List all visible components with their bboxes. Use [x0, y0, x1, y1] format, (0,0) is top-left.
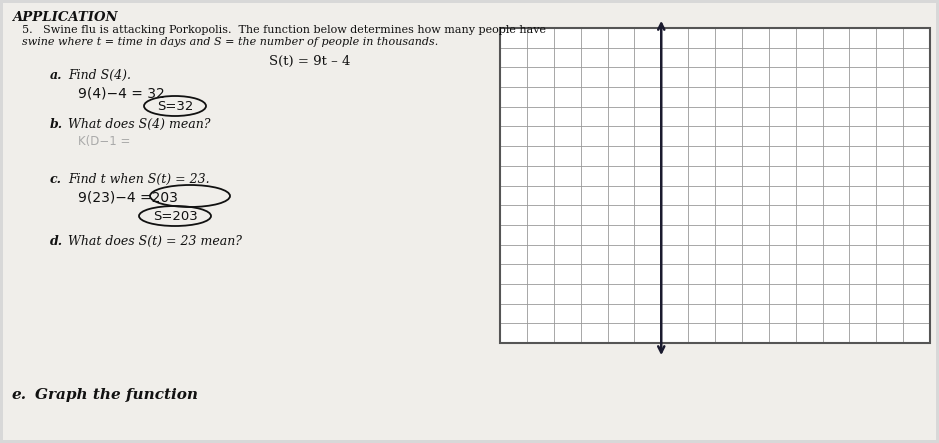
FancyBboxPatch shape — [3, 3, 936, 440]
FancyBboxPatch shape — [500, 28, 930, 343]
Text: e.: e. — [12, 388, 27, 402]
Text: Graph the function: Graph the function — [35, 388, 198, 402]
Text: 9(23)−4 =203: 9(23)−4 =203 — [78, 190, 177, 204]
Text: APPLICATION: APPLICATION — [12, 11, 117, 24]
Text: b.: b. — [50, 118, 63, 131]
Text: c.: c. — [50, 173, 62, 186]
Text: Find t when S(t) = 23.: Find t when S(t) = 23. — [68, 173, 209, 186]
Text: S(t) = 9t – 4: S(t) = 9t – 4 — [269, 55, 350, 68]
Text: S=32: S=32 — [157, 100, 193, 113]
Text: d.: d. — [50, 235, 63, 248]
Text: What does S(t) = 23 mean?: What does S(t) = 23 mean? — [68, 235, 242, 248]
Text: 5.   Swine flu is attacking Porkopolis.  The function below determines how many : 5. Swine flu is attacking Porkopolis. Th… — [22, 25, 546, 35]
Text: Find S(4).: Find S(4). — [68, 69, 131, 82]
Text: 9(4)−4 = 32: 9(4)−4 = 32 — [78, 86, 164, 100]
Text: K(D−1 =: K(D−1 = — [78, 135, 131, 148]
Text: S=203: S=203 — [153, 210, 197, 222]
Text: a.: a. — [50, 69, 63, 82]
Text: swine where t = time in days and S = the number of people in thousands.: swine where t = time in days and S = the… — [22, 37, 439, 47]
Text: What does S(4) mean?: What does S(4) mean? — [68, 118, 210, 131]
